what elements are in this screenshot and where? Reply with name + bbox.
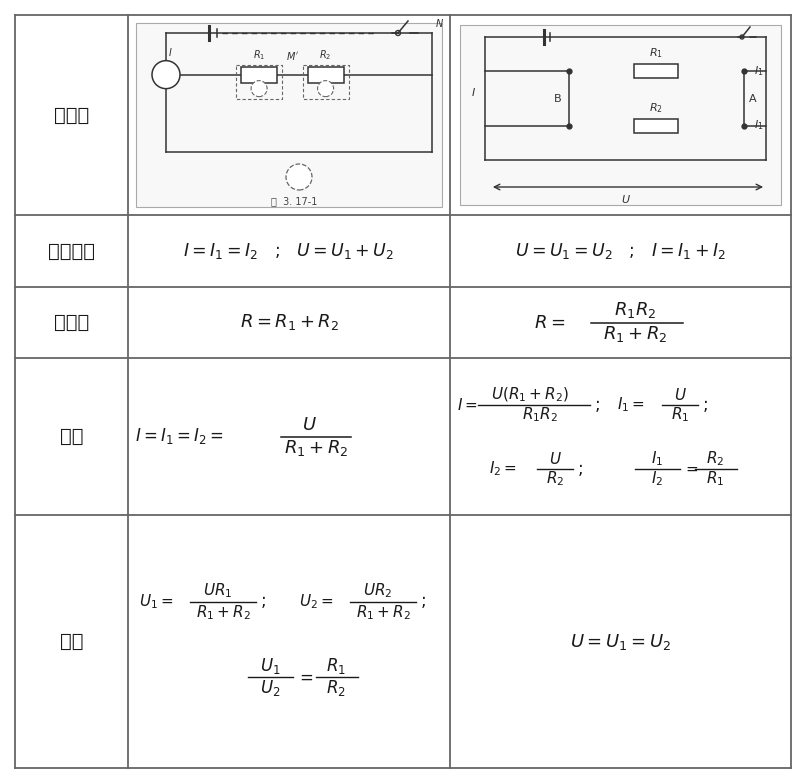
Text: $R_1$: $R_1$ [253,48,265,62]
Bar [241,67,277,83]
Text: A: A [749,93,756,103]
Text: $R_1 + R_2$: $R_1 + R_2$ [355,603,410,622]
Text: $U_2 = $: $U_2 = $ [298,592,333,611]
Text: $= $: $= $ [683,461,699,476]
Text: V: V [322,84,329,93]
Text: $R_2$: $R_2$ [650,101,663,114]
Text: $R_1 + R_2$: $R_1 + R_2$ [284,438,348,457]
Text: $R_1 R_2$: $R_1 R_2$ [522,405,558,424]
Text: ;: ; [703,395,708,413]
Text: $I = I_1 = I_2 = $: $I = I_1 = I_2 = $ [135,427,224,446]
Text: $UR_1$: $UR_1$ [203,581,233,600]
Bar [634,64,679,78]
Text: $UR_2$: $UR_2$ [364,581,393,600]
Text: $U$: $U$ [674,387,687,402]
Text: $I_1$: $I_1$ [754,119,763,132]
Circle shape [152,60,180,88]
Text: $R_2$: $R_2$ [326,677,346,698]
Text: $R_2$: $R_2$ [546,469,564,488]
Text: $I_1 = $: $I_1 = $ [617,395,645,414]
Text: $R = $: $R = $ [534,313,566,331]
Text: $I = I_1 = I_2$   ;   $U = U_1 + U_2$: $I = I_1 = I_2$ ; $U = U_1 + U_2$ [184,241,394,261]
Text: I: I [472,88,475,99]
Text: N: N [436,19,443,29]
Text: V: V [296,172,302,182]
Text: $M'$: $M'$ [286,49,299,62]
Text: $R_1$: $R_1$ [671,405,689,424]
Text: $R_1$: $R_1$ [650,47,663,60]
Text: $U(R_1 + R_2)$: $U(R_1 + R_2)$ [491,385,569,404]
Text: U: U [621,195,629,205]
Text: ;: ; [421,593,427,611]
Text: ;: ; [578,460,584,478]
Text: 总电阻: 总电阻 [54,313,89,332]
Text: $U_1 = $: $U_1 = $ [139,592,173,611]
Text: I: I [168,48,172,58]
Text: ;: ; [261,593,267,611]
FancyBboxPatch shape [460,25,781,205]
Circle shape [286,164,312,190]
Circle shape [318,81,334,96]
Text: $R_2$: $R_2$ [706,449,724,468]
Text: B: B [554,93,561,103]
Text: 基本特点: 基本特点 [48,241,95,261]
Text: $= $: $= $ [296,667,314,685]
Text: $R_1 + R_2$: $R_1 + R_2$ [196,603,251,622]
Text: $R_1 R_2$: $R_1 R_2$ [614,301,657,320]
Bar [634,118,679,132]
Text: V: V [256,84,262,93]
Text: 电压: 电压 [60,632,83,651]
Text: $U = U_1 = U_2$: $U = U_1 = U_2$ [570,632,671,651]
Text: ;: ; [595,395,601,413]
FancyBboxPatch shape [136,23,442,207]
Text: A: A [162,70,170,80]
Text: $R = R_1 + R_2$: $R = R_1 + R_2$ [239,312,339,333]
Text: $I_2 = $: $I_2 = $ [489,459,517,478]
Text: $R_1$: $R_1$ [706,469,724,488]
Text: $U_2$: $U_2$ [260,677,280,698]
Text: 电流: 电流 [60,427,83,446]
Text: $R_1 + R_2$: $R_1 + R_2$ [604,324,667,345]
Text: 图  3. 17-1: 图 3. 17-1 [271,196,318,206]
Bar [308,67,343,83]
Text: $R_1$: $R_1$ [326,655,346,676]
Text: $I = $: $I = $ [458,396,478,413]
Text: $I_1$: $I_1$ [651,449,663,468]
Text: $U$: $U$ [301,417,317,435]
Text: $U$: $U$ [549,450,562,467]
Text: $U_1$: $U_1$ [260,655,280,676]
Text: $U = U_1 = U_2$   ;   $I = I_1 + I_2$: $U = U_1 = U_2$ ; $I = I_1 + I_2$ [515,241,726,261]
Text: $I_1$: $I_1$ [754,64,763,78]
Text: 电路图: 电路图 [54,106,89,124]
Circle shape [251,81,267,96]
Text: $R_2$: $R_2$ [319,48,332,62]
Text: $I_2$: $I_2$ [651,469,663,488]
